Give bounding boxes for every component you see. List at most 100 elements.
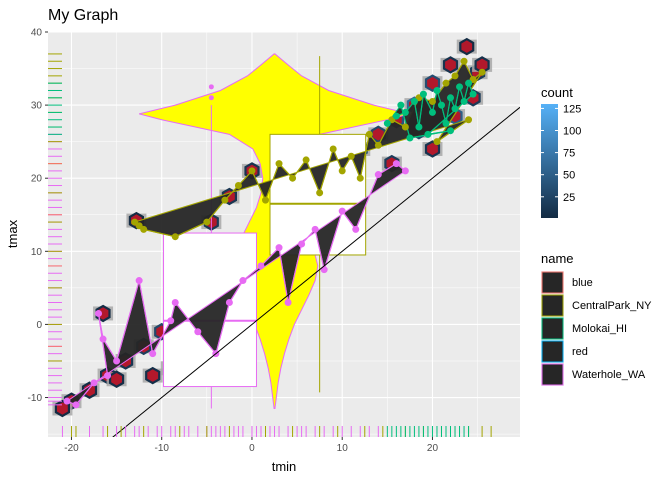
point-Waterhole_WA — [374, 171, 382, 179]
y-tick-label: 10 — [31, 247, 43, 258]
point-Waterhole_WA — [239, 277, 247, 285]
legend-label-CentralPark_NY: CentralPark_NY — [572, 300, 652, 312]
legend-key-CentralPark_NY — [541, 294, 564, 317]
point-Waterhole_WA — [149, 350, 157, 358]
legend-key-blue — [541, 271, 564, 294]
point-CentralPark_NY — [302, 156, 310, 164]
point-CentralPark_NY — [203, 218, 211, 226]
point-Molokai_HI — [451, 105, 459, 113]
point-CentralPark_NY — [356, 174, 364, 182]
x-axis-title: tmin — [272, 459, 297, 474]
point-CentralPark_NY — [428, 97, 436, 105]
chart-title: My Graph — [48, 7, 118, 24]
point-Molokai_HI — [465, 79, 473, 87]
legend-key-Molokai_HI — [541, 317, 564, 340]
point-Molokai_HI — [406, 134, 414, 142]
point-Waterhole_WA — [63, 397, 71, 405]
point-CentralPark_NY — [465, 116, 473, 124]
point-Waterhole_WA — [167, 317, 175, 325]
point-CentralPark_NY — [478, 68, 486, 76]
point-CentralPark_NY — [171, 233, 179, 241]
legend-label-red: red — [572, 346, 588, 358]
reference-line — [112, 106, 520, 437]
boxplot-outlier — [208, 84, 214, 90]
point-CentralPark_NY — [442, 79, 450, 87]
hex-cell — [145, 366, 161, 385]
count-tick-label: 50 — [563, 170, 575, 182]
point-Waterhole_WA — [72, 401, 80, 409]
point-CentralPark_NY — [261, 196, 269, 204]
y-tick-label: 0 — [36, 320, 42, 331]
point-Molokai_HI — [442, 119, 450, 127]
y-axis-ticks: -10 0 10 20 30 40 — [28, 28, 48, 404]
point-Waterhole_WA — [99, 335, 107, 343]
point-Molokai_HI — [437, 101, 445, 109]
point-CentralPark_NY — [131, 218, 139, 226]
point-CentralPark_NY — [135, 222, 143, 230]
point-Molokai_HI — [424, 130, 432, 138]
point-Waterhole_WA — [392, 160, 400, 168]
y-tick-label: 40 — [31, 28, 43, 39]
point-Molokai_HI — [383, 119, 391, 127]
legend-label-blue: blue — [572, 277, 593, 289]
point-Molokai_HI — [460, 97, 468, 105]
point-Waterhole_WA — [284, 298, 292, 306]
point-CentralPark_NY — [374, 141, 382, 149]
point-CentralPark_NY — [415, 94, 423, 102]
point-Waterhole_WA — [95, 309, 103, 317]
point-Waterhole_WA — [352, 225, 360, 233]
y-tick-label: -10 — [28, 393, 43, 404]
boxplot-outlier — [208, 95, 214, 101]
series-line-Molokai_HI — [386, 81, 474, 139]
point-Molokai_HI — [469, 90, 477, 98]
point-Waterhole_WA — [338, 207, 346, 215]
point-Waterhole_WA — [171, 298, 179, 306]
x-tick-label: 0 — [249, 443, 255, 454]
hex-cell — [95, 304, 111, 323]
point-CentralPark_NY — [388, 116, 396, 124]
y-tick-label: 30 — [31, 101, 43, 112]
point-Molokai_HI — [397, 101, 405, 109]
point-CentralPark_NY — [234, 182, 242, 190]
hex-cell — [459, 37, 475, 56]
count-tick-label: 100 — [563, 126, 581, 138]
point-CentralPark_NY — [347, 152, 355, 160]
series-points — [63, 57, 486, 409]
point-Molokai_HI — [401, 108, 409, 116]
point-Waterhole_WA — [275, 244, 283, 252]
point-CentralPark_NY — [221, 196, 229, 204]
x-tick-label: -10 — [154, 443, 169, 454]
point-Molokai_HI — [419, 90, 427, 98]
series-line-Waterhole_WA — [66, 162, 406, 406]
y-tick-label: 20 — [31, 174, 43, 185]
point-CentralPark_NY — [469, 76, 477, 84]
point-Molokai_HI — [428, 108, 436, 116]
point-CentralPark_NY — [460, 57, 468, 65]
point-Waterhole_WA — [135, 277, 143, 285]
hex-cell — [442, 56, 459, 74]
legend-label-Waterhole_WA: Waterhole_WA — [572, 369, 646, 381]
count-tick-label: 125 — [563, 103, 581, 115]
hex-cell — [81, 381, 98, 399]
point-Molokai_HI — [447, 94, 455, 102]
point-CentralPark_NY — [329, 145, 337, 153]
count-tick-label: 75 — [563, 148, 575, 160]
legend-key-Waterhole_WA — [541, 363, 564, 386]
point-Waterhole_WA — [257, 262, 265, 270]
x-tick-label: 10 — [337, 443, 349, 454]
point-Molokai_HI — [456, 83, 464, 91]
point-CentralPark_NY — [401, 123, 409, 131]
point-Waterhole_WA — [401, 167, 409, 175]
hex-cell — [108, 370, 125, 388]
legend-label-Molokai_HI: Molokai_HI — [572, 323, 627, 335]
point-Waterhole_WA — [311, 225, 319, 233]
x-tick-label: -20 — [64, 443, 79, 454]
point-CentralPark_NY — [316, 189, 324, 197]
point-Molokai_HI — [447, 127, 455, 135]
point-CentralPark_NY — [289, 174, 297, 182]
point-Waterhole_WA — [225, 298, 233, 306]
count-tick-label: 25 — [563, 192, 575, 204]
x-axis-ticks: -20 -10 0 10 20 — [64, 437, 438, 454]
